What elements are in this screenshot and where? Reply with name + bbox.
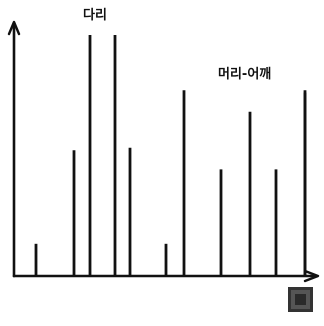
annotation-legs: 다리	[83, 7, 107, 23]
annotation-head-shoulders: 머리-어깨	[218, 66, 271, 82]
y-axis-arrow	[7, 20, 21, 36]
bars-group	[34, 35, 307, 275]
x-axis-arrow	[303, 269, 320, 283]
corner-scan-mark	[288, 287, 313, 312]
